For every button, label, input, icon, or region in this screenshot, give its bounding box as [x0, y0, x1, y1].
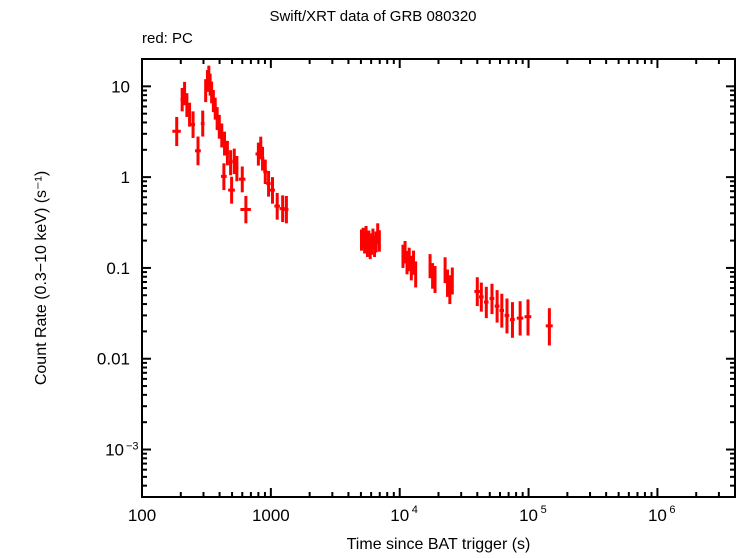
data-point — [489, 283, 495, 315]
data-point — [414, 261, 418, 288]
y-tick-label-3: 0.01 — [97, 350, 130, 369]
x-axis-title: Time since BAT trigger (s) — [347, 536, 531, 553]
y-axis-title: Count Rate (0.3−10 keV) (s⁻¹) — [33, 171, 50, 385]
data-point — [274, 192, 280, 220]
data-series-pc — [172, 65, 553, 346]
data-point — [266, 170, 271, 197]
data-point — [450, 267, 454, 295]
data-point — [428, 254, 432, 279]
data-point — [172, 116, 181, 147]
x-tick-label-1: 1000 — [252, 506, 290, 525]
svg-text:10: 10 — [105, 441, 124, 460]
data-point — [260, 146, 265, 171]
svg-text:5: 5 — [541, 504, 547, 516]
axes-frame — [141, 58, 736, 498]
axis-ticks — [141, 58, 736, 498]
x-tick-label-4: 10 6 — [648, 504, 676, 525]
svg-text:100: 100 — [128, 506, 156, 525]
data-point — [270, 177, 275, 204]
data-point — [220, 163, 227, 191]
data-point — [474, 277, 481, 307]
y-tick-label-2: 0.1 — [106, 259, 130, 278]
data-point — [377, 230, 381, 252]
data-point — [228, 150, 233, 176]
data-point — [238, 166, 246, 193]
data-point — [200, 110, 205, 137]
data-point — [494, 290, 500, 323]
data-point — [510, 302, 515, 338]
data-point — [228, 176, 235, 204]
data-point — [433, 266, 437, 293]
data-point — [284, 195, 289, 224]
svg-text:10: 10 — [390, 506, 409, 525]
svg-text:0.01: 0.01 — [97, 350, 130, 369]
data-point — [235, 155, 239, 182]
data-point — [188, 102, 192, 127]
page-title: Swift/XRT data of GRB 080320 — [269, 8, 477, 25]
data-point — [263, 159, 268, 185]
svg-text:−3: −3 — [126, 441, 139, 453]
data-point — [499, 293, 505, 328]
data-point — [240, 195, 251, 224]
x-tick-label-3: 10 5 — [519, 504, 547, 525]
data-point — [446, 269, 450, 297]
data-point — [516, 301, 524, 336]
data-point — [409, 255, 413, 281]
svg-text:6: 6 — [669, 504, 675, 516]
svg-text:10: 10 — [519, 506, 538, 525]
y-tick-label-4: 10 −3 — [105, 441, 138, 460]
data-point — [504, 298, 510, 334]
data-point — [217, 114, 221, 139]
legend-entry-pc: red: PC — [142, 30, 193, 47]
data-point — [185, 93, 189, 117]
svg-text:0.1: 0.1 — [106, 259, 130, 278]
data-point — [478, 282, 484, 312]
data-point — [524, 299, 532, 336]
data-point — [220, 123, 224, 148]
data-point — [223, 131, 227, 156]
data-point — [431, 263, 435, 289]
data-point — [190, 111, 196, 138]
svg-text:1000: 1000 — [252, 506, 290, 525]
data-point — [443, 257, 447, 284]
y-tick-label-1: 1 — [121, 168, 130, 187]
y-tick-label-0: 10 — [111, 77, 130, 96]
data-point — [484, 286, 489, 319]
data-point — [195, 136, 201, 166]
svg-text:10: 10 — [648, 506, 667, 525]
x-tick-label-2: 10 4 — [390, 504, 418, 525]
svg-text:4: 4 — [412, 504, 418, 516]
svg-text:1: 1 — [121, 168, 130, 187]
data-point — [225, 140, 229, 166]
svg-text:10: 10 — [111, 77, 130, 96]
data-point — [545, 308, 553, 346]
x-tick-label-0: 100 — [128, 506, 156, 525]
data-point — [448, 275, 452, 305]
